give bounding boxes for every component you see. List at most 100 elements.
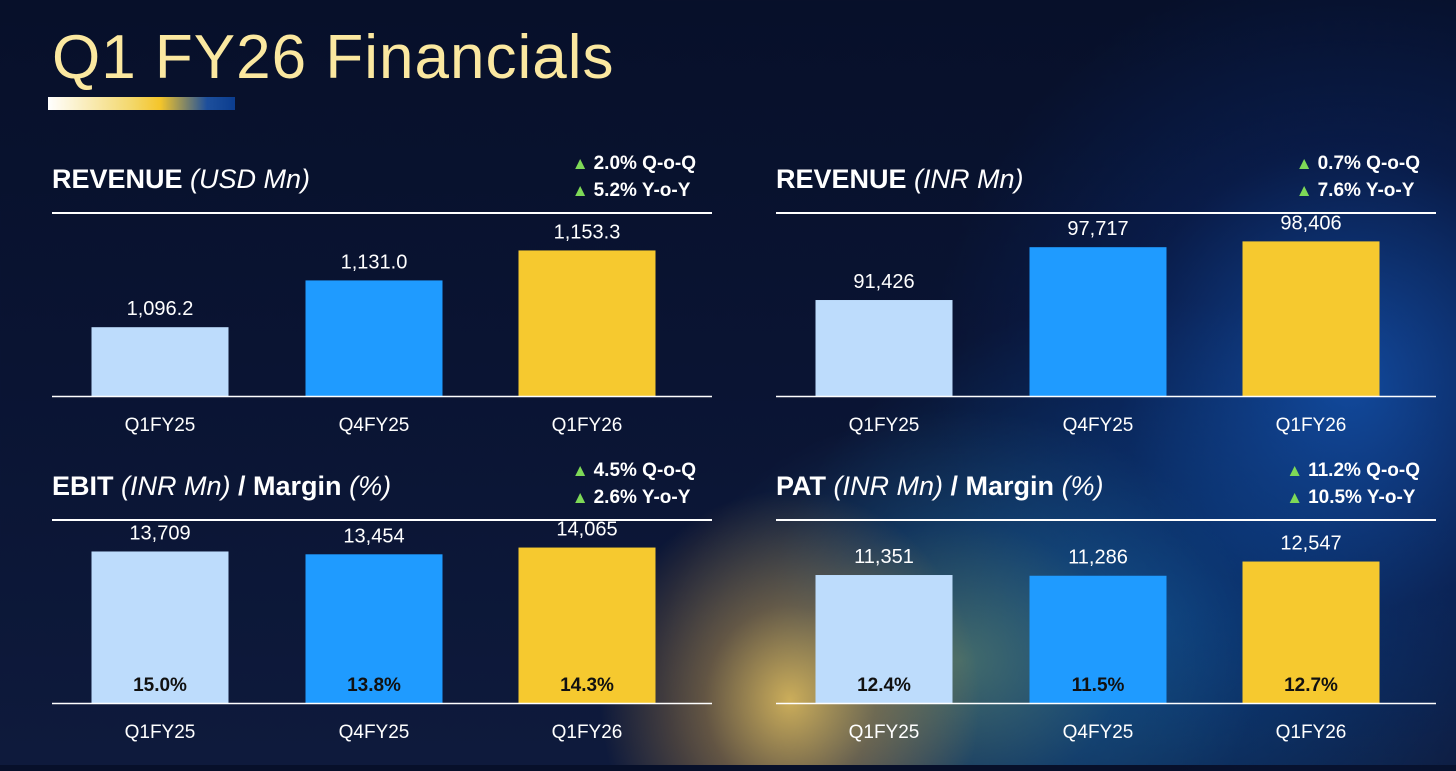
up-arrow-icon: ▲ (571, 154, 589, 173)
bar-q1fy25 (91, 551, 229, 703)
bar-q1fy25 (815, 575, 953, 703)
growth-qoq-text: 4.5% Q-o-Q (593, 460, 696, 481)
panel-title-subunit: (%) (349, 471, 392, 501)
margin-label: 14.3% (560, 675, 614, 696)
bar-q1fy26 (518, 547, 656, 703)
bar-q1fy26 (1242, 241, 1380, 396)
up-arrow-icon: ▲ (1286, 461, 1304, 480)
category-label: Q4FY25 (339, 722, 410, 743)
bar-q1fy26 (518, 250, 656, 396)
up-arrow-icon: ▲ (1286, 488, 1304, 507)
panel-title-sub: Margin (965, 471, 1055, 501)
category-label: Q1FY25 (125, 415, 196, 436)
value-label: 14,065 (556, 519, 617, 541)
panel-title-main: REVENUE (52, 164, 183, 194)
category-label: Q1FY25 (849, 415, 920, 436)
growth-yoy-text: 10.5% Y-o-Y (1308, 487, 1416, 508)
pat-chart: 11,351 12.4% Q1FY25 11,286 11.5% Q4FY25 12,547… (776, 533, 1436, 743)
category-label: Q1FY25 (125, 722, 196, 743)
panel-title-main: EBIT (52, 471, 114, 501)
category-label: Q1FY25 (849, 722, 920, 743)
value-label: 1,131.0 (341, 251, 408, 273)
growth-indicators: ▲ 0.7% Q-o-Q ▲ 7.6% Y-o-Y (1296, 150, 1420, 204)
value-label: 11,351 (854, 546, 914, 568)
revenue-usd-chart: 1,096.2 Q1FY25 1,131.0 Q4FY25 1,153.3 Q1FY26 (52, 221, 712, 436)
up-arrow-icon: ▲ (1295, 181, 1313, 200)
value-label: 13,454 (343, 525, 404, 547)
header-rule (52, 212, 712, 214)
growth-yoy-text: 2.6% Y-o-Y (593, 487, 691, 508)
category-label: Q4FY25 (1063, 415, 1134, 436)
growth-yoy: ▲ 5.2% Y-o-Y (572, 177, 696, 204)
header-rule (52, 519, 712, 521)
panel-title-unit: (INR Mn) (914, 164, 1024, 194)
growth-yoy: ▲ 2.6% Y-o-Y (572, 484, 696, 511)
panel-title-main: REVENUE (776, 164, 907, 194)
value-label: 98,406 (1280, 212, 1341, 234)
category-label: Q1FY26 (1276, 415, 1347, 436)
value-label: 91,426 (853, 271, 914, 293)
growth-qoq-text: 0.7% Q-o-Q (1317, 153, 1420, 174)
title-underline (48, 97, 235, 110)
margin-label: 15.0% (133, 675, 187, 696)
category-label: Q1FY26 (552, 722, 623, 743)
up-arrow-icon: ▲ (571, 461, 589, 480)
panel-title-unit: (INR Mn) (121, 471, 231, 501)
growth-qoq: ▲ 0.7% Q-o-Q (1296, 150, 1420, 177)
margin-label: 12.4% (857, 675, 911, 696)
growth-indicators: ▲ 11.2% Q-o-Q ▲ 10.5% Y-o-Y (1286, 457, 1420, 511)
panel-title-separator: / (943, 471, 966, 501)
value-label: 1,096.2 (127, 298, 194, 320)
value-label: 97,717 (1067, 218, 1128, 240)
panel-title-separator: / (230, 471, 254, 501)
panel-title: REVENUE (INR Mn) (776, 164, 1024, 195)
growth-indicators: ▲ 4.5% Q-o-Q ▲ 2.6% Y-o-Y (572, 457, 696, 511)
value-label: 11,286 (1068, 547, 1128, 569)
growth-qoq-text: 11.2% Q-o-Q (1308, 460, 1420, 481)
value-label: 1,153.3 (554, 221, 621, 243)
panel-title-subunit: (%) (1061, 471, 1104, 501)
panel-title: EBIT (INR Mn) / Margin (%) (52, 471, 391, 502)
panel-title: REVENUE (USD Mn) (52, 164, 310, 195)
revenue-usd-panel: REVENUE (USD Mn) ▲ 2.0% Q-o-Q ▲ 5.2% Y-o-Y… (52, 144, 712, 464)
bar-q4fy25 (305, 280, 443, 396)
category-label: Q4FY25 (339, 415, 410, 436)
panel-title-sub: Margin (253, 471, 342, 501)
bar-q4fy25 (1029, 247, 1167, 396)
bar-q4fy25 (305, 554, 443, 703)
bar-q1fy25 (815, 300, 953, 396)
page-title: Q1 FY26 Financials (52, 23, 615, 92)
growth-qoq-text: 2.0% Q-o-Q (593, 153, 696, 174)
panel-title-unit: (INR Mn) (833, 471, 944, 501)
margin-label: 12.7% (1284, 675, 1338, 696)
growth-qoq: ▲ 4.5% Q-o-Q (572, 457, 696, 484)
growth-yoy-text: 7.6% Y-o-Y (1317, 180, 1415, 201)
growth-qoq: ▲ 2.0% Q-o-Q (572, 150, 696, 177)
pat-panel: PAT (INR Mn) / Margin (%) ▲ 11.2% Q-o-Q ▲… (776, 451, 1436, 771)
revenue-inr-panel: REVENUE (INR Mn) ▲ 0.7% Q-o-Q ▲ 7.6% Y-o-Y… (776, 144, 1436, 464)
up-arrow-icon: ▲ (571, 488, 589, 507)
growth-yoy: ▲ 10.5% Y-o-Y (1286, 484, 1420, 511)
value-label: 13,709 (129, 522, 190, 544)
revenue-inr-chart: 91,426 Q1FY25 97,717 Q4FY25 98,406 Q1FY26 (776, 212, 1436, 436)
margin-label: 11.5% (1072, 675, 1125, 696)
bar-q4fy25 (1029, 575, 1167, 703)
header-rule (776, 212, 1436, 214)
growth-yoy: ▲ 7.6% Y-o-Y (1296, 177, 1420, 204)
ebit-chart: 13,709 15.0% Q1FY25 13,454 13.8% Q4FY25 14,065… (52, 519, 712, 743)
margin-label: 13.8% (347, 675, 401, 696)
bar-q1fy25 (91, 327, 229, 396)
growth-indicators: ▲ 2.0% Q-o-Q ▲ 5.2% Y-o-Y (572, 150, 696, 204)
category-label: Q1FY26 (552, 415, 623, 436)
header-rule (776, 519, 1436, 521)
up-arrow-icon: ▲ (1295, 154, 1313, 173)
ebit-panel: EBIT (INR Mn) / Margin (%) ▲ 4.5% Q-o-Q ▲… (52, 451, 712, 771)
growth-yoy-text: 5.2% Y-o-Y (593, 180, 691, 201)
bar-q1fy26 (1242, 561, 1380, 703)
category-label: Q4FY25 (1063, 722, 1134, 743)
category-label: Q1FY26 (1276, 722, 1347, 743)
growth-qoq: ▲ 11.2% Q-o-Q (1286, 457, 1420, 484)
value-label: 12,547 (1280, 533, 1341, 555)
up-arrow-icon: ▲ (571, 181, 589, 200)
panel-title: PAT (INR Mn) / Margin (%) (776, 471, 1104, 502)
